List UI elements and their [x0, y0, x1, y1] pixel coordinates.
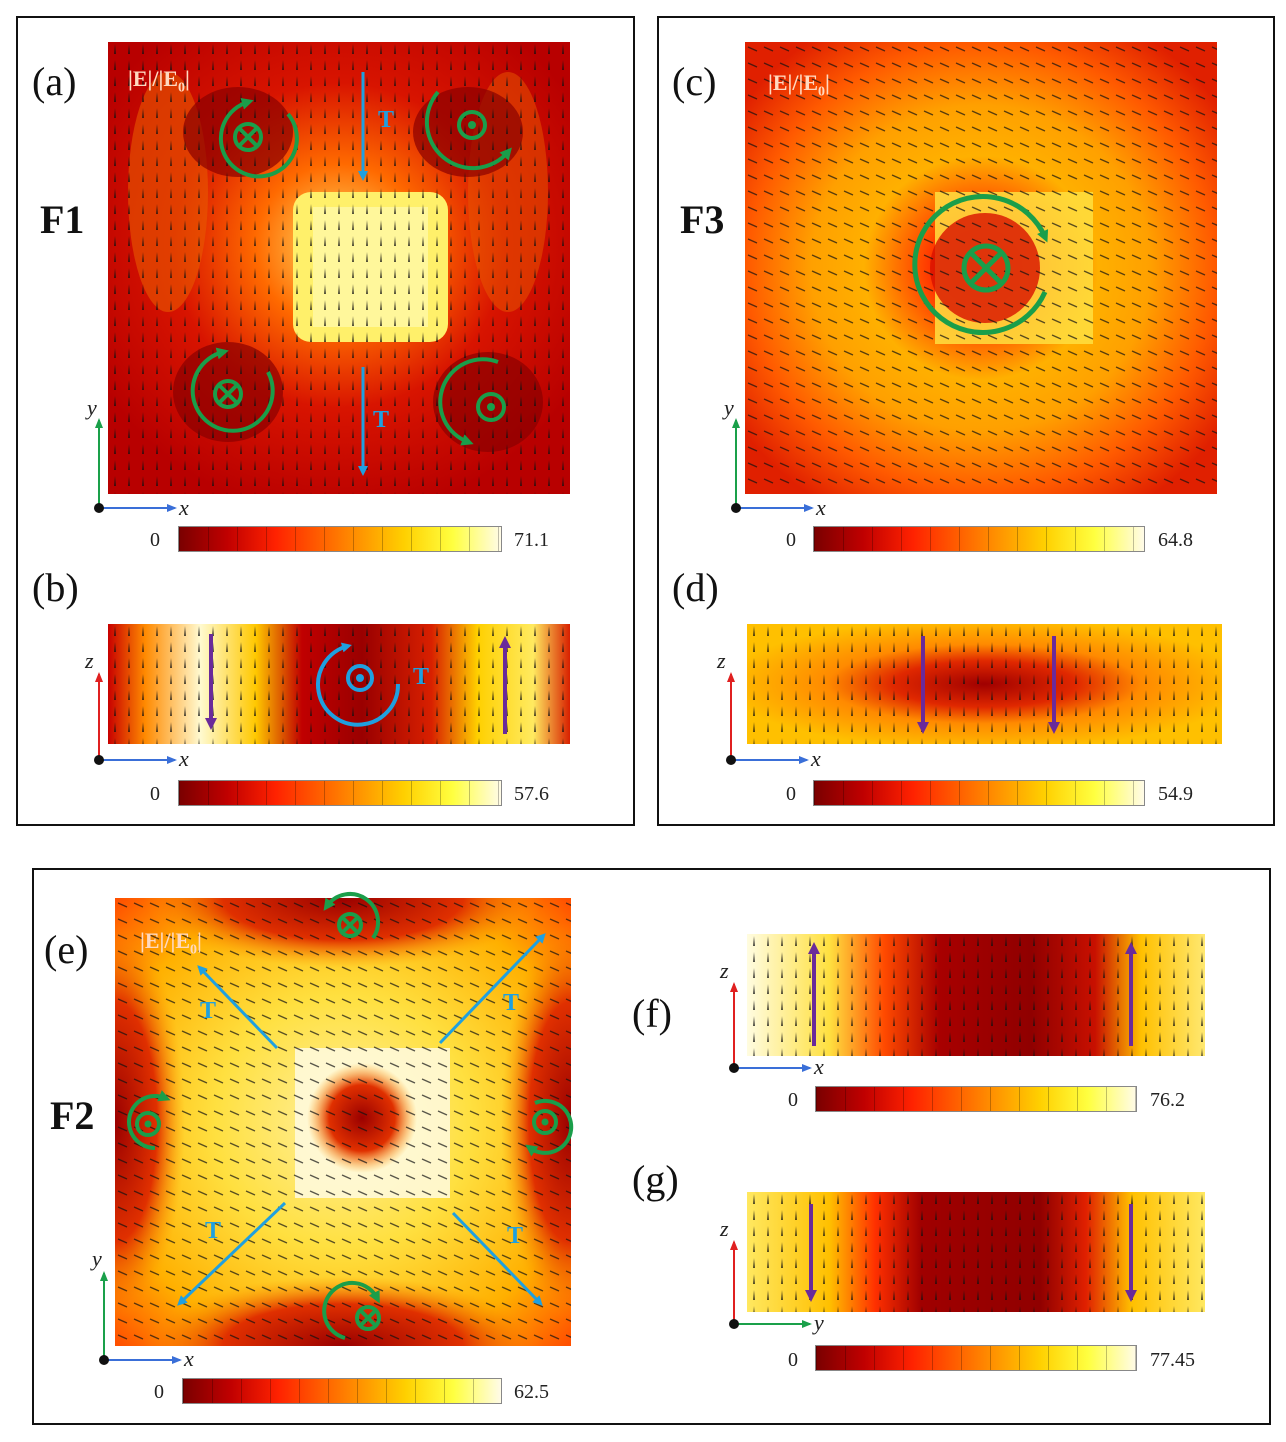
colorbar-f	[815, 1086, 1137, 1112]
field-map-f	[747, 934, 1205, 1056]
axis-x-label: x	[178, 746, 189, 771]
axis-y-label: y	[722, 395, 734, 420]
axis-x-label: x	[810, 746, 821, 771]
colorbar-g	[815, 1345, 1137, 1371]
axis-x-label: x	[813, 1054, 824, 1079]
colorbar-c	[813, 526, 1145, 552]
toroidal-label: T	[205, 1218, 221, 1244]
vortex-into-page-icon	[323, 891, 381, 940]
colorbar-min-d: 0	[786, 783, 796, 805]
axis-z-label: z	[716, 648, 726, 673]
colorbar-min-g: 0	[788, 1349, 798, 1371]
panel-label-a: (a)	[32, 59, 77, 104]
colorbar-max-b: 57.6	[514, 783, 549, 805]
colorbar-d	[813, 780, 1145, 806]
colorbar-max-c: 64.8	[1158, 529, 1193, 551]
colorbar-min-e: 0	[154, 1381, 164, 1403]
toroidal-arrow-icon	[177, 933, 546, 1306]
field-map-g	[747, 1192, 1205, 1312]
axis-x-label: x	[815, 495, 826, 520]
colorbar-max-a: 71.1	[514, 529, 549, 551]
mode-label-f1: F1	[40, 197, 85, 242]
annotations-c	[912, 194, 1049, 335]
field-quantity-label-a: |E|/|E0|	[128, 66, 190, 96]
vortex-into-page-icon	[322, 1280, 381, 1340]
field-quantity-label-e: |E|/|E0|	[140, 928, 202, 958]
axis-y-label: y	[85, 395, 97, 420]
toroidal-label: T	[503, 990, 519, 1016]
vortex-into-page-icon	[912, 194, 1049, 335]
colorbar-max-d: 54.9	[1158, 783, 1193, 805]
colorbar-max-f: 76.2	[1150, 1089, 1185, 1111]
vortex-into-page-icon	[190, 347, 275, 433]
frame-f2	[32, 868, 1271, 1425]
field-quantity-label-c: |E|/|E0|	[768, 70, 830, 100]
axis-x-label: x	[178, 495, 189, 520]
colorbar-min-a: 0	[150, 529, 160, 551]
annotations-g	[805, 1204, 1137, 1302]
vortex-out-of-page-icon	[127, 1090, 171, 1150]
colorbar-max-e: 62.5	[514, 1381, 549, 1403]
colorbar-b	[178, 780, 502, 806]
field-map-b	[108, 624, 570, 744]
annotations-f	[808, 942, 1137, 1046]
toroidal-label: T	[200, 998, 216, 1024]
vortex-out-of-page-icon	[438, 357, 506, 446]
colorbar-min-f: 0	[788, 1089, 798, 1111]
mode-label-f3: F3	[680, 197, 725, 242]
toroidal-label: T	[373, 407, 389, 433]
vortex-out-of-page-icon	[525, 1098, 574, 1157]
panel-label-e: (e)	[44, 927, 89, 972]
panel-label-c: (c)	[672, 59, 717, 104]
toroidal-label: T	[413, 664, 429, 690]
mode-label-f2: F2	[50, 1093, 95, 1138]
axis-z-label: z	[84, 648, 94, 673]
colorbar-min-c: 0	[786, 529, 796, 551]
frame-f3	[657, 16, 1275, 826]
annotations-a: T T	[190, 72, 512, 476]
colorbar-max-g: 77.45	[1150, 1349, 1195, 1371]
field-map-c	[745, 42, 1217, 494]
annotations-b: T	[205, 634, 511, 734]
axis-z-label: z	[719, 1216, 729, 1241]
axis-x-label: x	[183, 1346, 194, 1371]
annotations-d	[917, 636, 1060, 734]
vortex-into-page-icon	[218, 97, 299, 179]
vortex-out-of-page-icon	[316, 642, 401, 727]
panel-label-b: (b)	[32, 565, 79, 610]
toroidal-label: T	[378, 107, 394, 133]
colorbar-min-b: 0	[150, 783, 160, 805]
axis-z-label: z	[719, 958, 729, 983]
panel-label-f: (f)	[632, 991, 672, 1036]
annotations-e: T T T T	[127, 891, 574, 1340]
colorbar-e	[182, 1378, 502, 1404]
frame-f1	[16, 16, 635, 826]
toroidal-label: T	[507, 1223, 523, 1249]
axis-y-label: y	[812, 1310, 824, 1335]
panel-label-d: (d)	[672, 565, 719, 610]
axis-y-label: y	[90, 1246, 102, 1271]
panel-label-g: (g)	[632, 1157, 679, 1202]
field-map-d	[747, 624, 1222, 744]
colorbar-a	[178, 526, 502, 552]
field-map-e	[115, 898, 571, 1346]
vortex-out-of-page-icon	[424, 90, 512, 171]
